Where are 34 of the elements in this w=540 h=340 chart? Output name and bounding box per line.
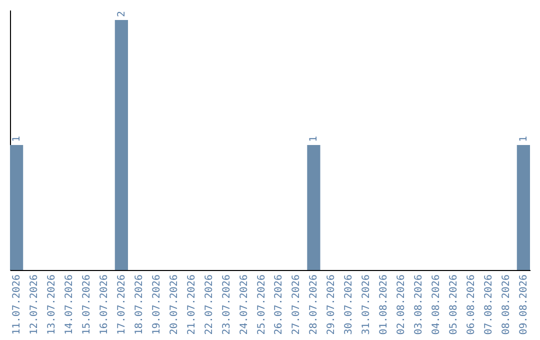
x-tick-label: 26.07.2026: [274, 274, 285, 335]
x-tick-label: 31.07.2026: [361, 274, 372, 335]
x-tick-label: 27.07.2026: [291, 274, 302, 335]
x-tick-label: 29.07.2026: [326, 274, 338, 335]
x-tick-label: 03.08.2026: [414, 274, 425, 335]
x-tick-label: 16.07.2026: [98, 274, 110, 335]
x-tick-label: 07.08.2026: [483, 274, 494, 335]
data-label: 2: [116, 10, 128, 17]
x-tick-label: 15.07.2026: [81, 274, 92, 335]
x-tick-label: 21.07.2026: [186, 274, 198, 335]
x-tick-label: 20.07.2026: [168, 274, 180, 335]
x-tick-label: 08.08.2026: [500, 274, 512, 335]
x-tick-label: 23.07.2026: [221, 274, 232, 335]
x-tick-label: 22.07.2026: [204, 274, 215, 335]
x-tick-label: 09.08.2026: [518, 274, 530, 335]
data-label: 1: [308, 136, 320, 142]
x-tick-label: 30.07.2026: [344, 274, 355, 335]
data-label: 1: [12, 136, 23, 142]
x-tick-label: 18.07.2026: [134, 274, 145, 335]
x-tick-label: 19.07.2026: [151, 274, 162, 335]
x-tick-label: 17.07.2026: [116, 274, 128, 335]
x-tick-label: 06.08.2026: [466, 274, 478, 335]
x-tick-label: 05.08.2026: [448, 274, 460, 335]
x-tick-label: 25.07.2026: [256, 274, 268, 335]
x-tick-label: 28.07.2026: [308, 274, 320, 335]
x-tick-label: 13.07.2026: [46, 274, 58, 335]
x-tick-label: 04.08.2026: [431, 274, 442, 335]
x-tick-label: 14.07.2026: [64, 274, 75, 335]
data-label: 1: [518, 136, 530, 142]
x-tick-label: 11.07.2026: [12, 274, 23, 335]
x-tick-label: 01.08.2026: [378, 274, 390, 335]
x-tick-label: 12.07.2026: [29, 274, 40, 335]
x-tick-label: 02.08.2026: [396, 274, 408, 335]
x-tick-label: 24.07.2026: [238, 274, 250, 335]
